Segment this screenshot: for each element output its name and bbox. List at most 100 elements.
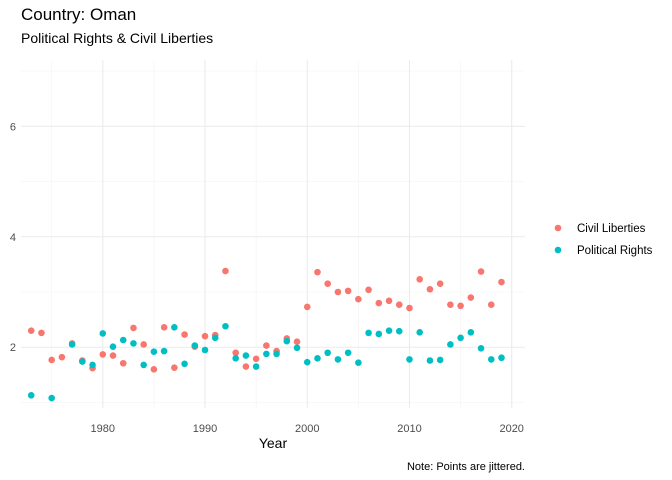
political-rights-point [375, 330, 383, 338]
civil-liberties-point [99, 351, 107, 358]
civil-liberties-point [242, 363, 250, 370]
political-rights-point [457, 334, 464, 342]
political-rights-point [160, 347, 168, 355]
legend-key-political-rights [554, 246, 562, 254]
political-rights-point [232, 354, 239, 362]
political-rights-point [181, 360, 188, 368]
civil-liberties-point [232, 349, 239, 357]
political-rights-point [119, 336, 127, 344]
civil-liberties-point [385, 297, 393, 305]
political-rights-point [498, 354, 505, 362]
civil-liberties-point [487, 301, 495, 309]
civil-liberties-point [498, 278, 505, 286]
political-rights-point [395, 327, 403, 335]
civil-liberties-point [395, 301, 403, 309]
civil-liberties-point [436, 280, 444, 288]
political-rights-point [109, 343, 117, 350]
civil-liberties-point [426, 285, 434, 293]
political-rights-point [385, 327, 393, 334]
y-tick-label: 2 [10, 342, 16, 354]
grid-lines [21, 60, 525, 408]
x-tick-label: 2010 [397, 423, 421, 435]
civil-liberties-point [140, 341, 147, 348]
civil-liberties-point [150, 366, 158, 373]
civil-liberties-point [365, 286, 372, 294]
x-axis-title: Year [259, 435, 288, 451]
chart-caption: Note: Points are jittered. [407, 461, 525, 473]
political-rights-point [334, 356, 342, 363]
civil-liberties-point [355, 295, 362, 303]
x-tick-label: 1990 [193, 423, 217, 435]
plot-panel: 1980 1990 2000 2010 2020 2 4 6 [10, 60, 525, 435]
political-rights-point [365, 329, 372, 337]
x-tick-label: 2020 [499, 423, 523, 435]
political-rights-point [79, 358, 86, 365]
political-rights-point [467, 329, 475, 336]
political-rights-point [416, 329, 424, 336]
political-rights-point [27, 391, 35, 399]
political-rights-point [355, 359, 362, 367]
civil-liberties-point [477, 268, 485, 275]
political-rights-point [406, 356, 413, 363]
legend-label-civil-liberties: Civil Liberties [577, 223, 646, 235]
civil-liberties-point [324, 280, 331, 288]
political-rights-point [293, 344, 301, 352]
civil-liberties-point [109, 352, 117, 359]
political-rights-point [130, 340, 137, 347]
political-rights-point [99, 330, 107, 337]
civil-liberties-point [38, 329, 45, 337]
political-rights-point [48, 394, 55, 402]
political-rights-point [171, 324, 178, 331]
civil-liberties-point [252, 355, 260, 363]
civil-liberties-point [201, 332, 209, 340]
political-rights-point [68, 341, 76, 348]
political-rights-point [211, 334, 219, 342]
political-rights-point [201, 346, 209, 354]
civil-liberties-point [160, 324, 168, 331]
political-rights-point [477, 345, 485, 352]
civil-liberties-point [375, 299, 383, 307]
political-rights-point [436, 356, 444, 364]
civil-liberties-point [334, 288, 342, 296]
civil-liberties-point [222, 267, 229, 275]
political-rights-point [314, 354, 321, 362]
civil-liberties-point [406, 304, 413, 312]
political-rights-point [283, 337, 291, 345]
civil-liberties-point [181, 331, 188, 338]
political-rights-point [89, 361, 96, 369]
civil-liberties-point [314, 268, 321, 276]
y-tick-label: 6 [10, 121, 16, 133]
civil-liberties-point [130, 324, 137, 332]
civil-liberties-point [58, 353, 66, 361]
x-tick-label: 2000 [295, 423, 319, 435]
civil-liberties-point [27, 327, 35, 334]
political-rights-point [303, 358, 311, 366]
civil-liberties-point [467, 294, 475, 301]
legend-label-political-rights: Political Rights [577, 245, 653, 257]
civil-liberties-point [457, 302, 464, 310]
civil-liberties-point [447, 301, 454, 309]
data-points [27, 267, 505, 402]
civil-liberties-point [263, 342, 270, 349]
political-rights-point [487, 356, 495, 363]
political-rights-point [252, 363, 260, 370]
political-rights-point [150, 348, 158, 355]
legend: Civil Liberties Political Rights [554, 223, 653, 257]
legend-key-civil-liberties [554, 224, 562, 232]
political-rights-point [447, 341, 454, 348]
civil-liberties-point [119, 359, 127, 367]
political-rights-point [426, 357, 434, 364]
political-rights-point [140, 361, 147, 369]
political-rights-point [222, 322, 229, 330]
chart-title: Country: Oman [21, 5, 136, 24]
chart-subtitle: Political Rights & Civil Liberties [21, 30, 213, 46]
political-rights-point [273, 350, 280, 358]
y-axis-ticks: 2 4 6 [10, 121, 16, 354]
civil-liberties-point [171, 364, 178, 371]
political-rights-point [191, 342, 199, 349]
political-rights-point [263, 350, 270, 358]
x-axis-ticks: 1980 1990 2000 2010 2020 [91, 423, 524, 435]
civil-liberties-point [416, 275, 424, 283]
political-rights-point [344, 349, 352, 357]
